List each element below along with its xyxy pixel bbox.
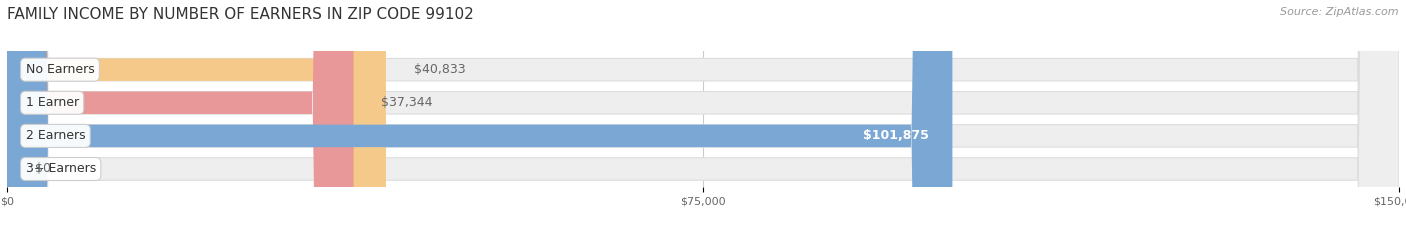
FancyBboxPatch shape [7,0,385,234]
FancyBboxPatch shape [7,0,1399,234]
Text: FAMILY INCOME BY NUMBER OF EARNERS IN ZIP CODE 99102: FAMILY INCOME BY NUMBER OF EARNERS IN ZI… [7,7,474,22]
Text: 2 Earners: 2 Earners [25,129,86,143]
Text: $37,344: $37,344 [381,96,433,109]
Text: No Earners: No Earners [25,63,94,76]
FancyBboxPatch shape [7,0,353,234]
FancyBboxPatch shape [7,0,1399,234]
FancyBboxPatch shape [7,0,952,234]
Text: $0: $0 [35,162,51,176]
Text: $40,833: $40,833 [413,63,465,76]
Text: $101,875: $101,875 [863,129,929,143]
Text: Source: ZipAtlas.com: Source: ZipAtlas.com [1281,7,1399,17]
FancyBboxPatch shape [7,0,1399,234]
Text: 1 Earner: 1 Earner [25,96,79,109]
FancyBboxPatch shape [7,0,1399,234]
Text: 3+ Earners: 3+ Earners [25,162,96,176]
